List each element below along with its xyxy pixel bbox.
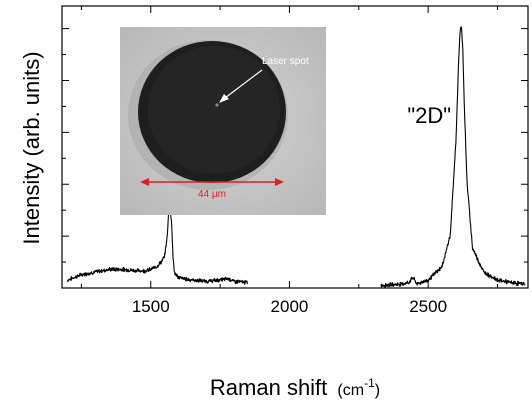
- spectrum-line-low-wavenumber: [67, 207, 249, 285]
- x-tick-label: 2000: [271, 297, 309, 316]
- laser-spot-arrow: [219, 69, 263, 103]
- laser-spot-label: Laser spot: [262, 56, 309, 67]
- x-tick-label: 2500: [409, 297, 447, 316]
- spectrum-line-high-wavenumber: [380, 26, 526, 288]
- x-axis-title-unit-close: ): [375, 382, 380, 399]
- x-axis-title-main: Raman shift: [210, 375, 327, 400]
- x-axis-title-unit: (cm-1): [337, 376, 380, 399]
- x-tick-label: 1500: [132, 297, 170, 316]
- plot-frame: [61, 5, 529, 289]
- y-axis-title: Intensity (arb. units): [19, 51, 44, 244]
- scale-bar: [140, 178, 284, 186]
- laser-spot-dot: [215, 103, 219, 107]
- inset-micrograph: Laser spot 44 μm: [120, 27, 326, 215]
- x-axis-title: Raman shift (cm-1): [210, 375, 380, 400]
- scale-bar-label: 44 μm: [198, 189, 226, 200]
- axis-ticks: [62, 6, 528, 289]
- hole-inner: [148, 46, 280, 174]
- x-tick-labels: 1500 2000 2500: [132, 297, 447, 316]
- spectrum-series: [67, 26, 526, 288]
- x-axis-title-unit-exp: -1: [364, 376, 375, 390]
- peak-label: "2D": [407, 103, 451, 128]
